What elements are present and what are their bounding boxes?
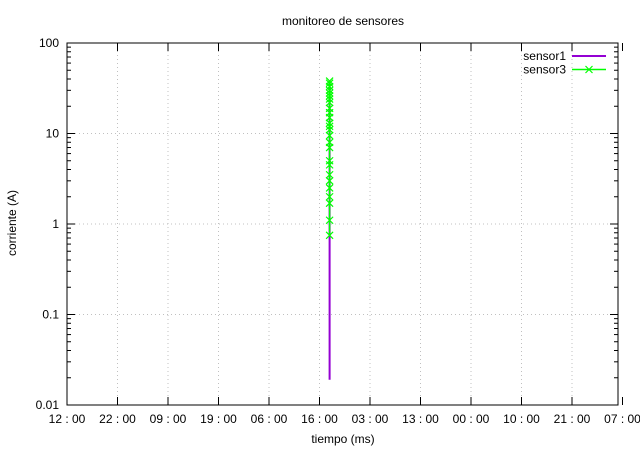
- series-sensor3-point: [325, 89, 334, 97]
- series-sensor3-point: [325, 156, 334, 165]
- series-sensor3-point: [325, 119, 334, 128]
- x-tick-label: 19 : 00: [200, 412, 237, 426]
- grid: [67, 43, 618, 405]
- y-tick-label: 100: [39, 36, 59, 50]
- x-axis-label: tiempo (ms): [311, 432, 374, 446]
- series-sensor3-point: [325, 199, 334, 208]
- series-sensor3-point: [325, 138, 334, 147]
- series-sensor3-point: [325, 77, 334, 85]
- x-tick-label: 06 : 00: [251, 412, 288, 426]
- y-tick-label: 10: [46, 127, 60, 141]
- series-sensor3-point: [325, 104, 334, 113]
- series-sensor3-point: [325, 79, 334, 88]
- series-sensor3-point: [325, 92, 334, 100]
- series-sensor3-point: [325, 86, 334, 95]
- x-tick-label: 22 : 00: [99, 412, 136, 426]
- series-sensor3-point: [325, 170, 334, 179]
- x-axis-ticks: 12 : 00 22 : 00 09 : 00 19 : 00 06 : 00 16 : …: [49, 43, 640, 426]
- series-sensor3-point: [325, 131, 334, 140]
- series-sensor3-point: [325, 82, 334, 91]
- legend-label: sensor3: [523, 63, 566, 77]
- legend-label: sensor1: [523, 49, 566, 63]
- series-sensor3-point: [325, 98, 334, 107]
- series-sensor3-point: [325, 176, 334, 185]
- series-sensor3-point: [325, 125, 334, 134]
- series-sensor3-point: [325, 95, 334, 104]
- series-layer: [325, 77, 334, 380]
- series-sensor3-point: [325, 184, 334, 192]
- series-sensor3-point: [325, 122, 334, 131]
- x-tick-label: 03 : 00: [352, 412, 389, 426]
- x-tick-label: 10 : 00: [503, 412, 540, 426]
- y-tick-label: 0.1: [42, 308, 59, 322]
- y-axis-ticks: 0.01 0.1 1 10 100: [36, 36, 618, 412]
- x-tick-label: 21 : 00: [554, 412, 591, 426]
- x-tick-label: 12 : 00: [49, 412, 86, 426]
- x-tick-label: 09 : 00: [150, 412, 187, 426]
- y-axis-label: corriente (A): [5, 190, 19, 256]
- x-tick-label: 13 : 00: [402, 412, 439, 426]
- y-tick-label: 1: [52, 217, 59, 231]
- series-sensor3-point: [325, 192, 334, 201]
- series-sensor3-point: [325, 231, 334, 240]
- x-tick-label: 16 : 00: [301, 412, 338, 426]
- chart-title: monitoreo de sensores: [282, 14, 404, 28]
- y-tick-label: 0.01: [36, 398, 60, 412]
- legend-marker: [585, 65, 593, 74]
- x-tick-label: 00 : 00: [453, 412, 490, 426]
- series-sensor3-point: [325, 216, 334, 225]
- x-tick-label: 07 : 00: [604, 412, 640, 426]
